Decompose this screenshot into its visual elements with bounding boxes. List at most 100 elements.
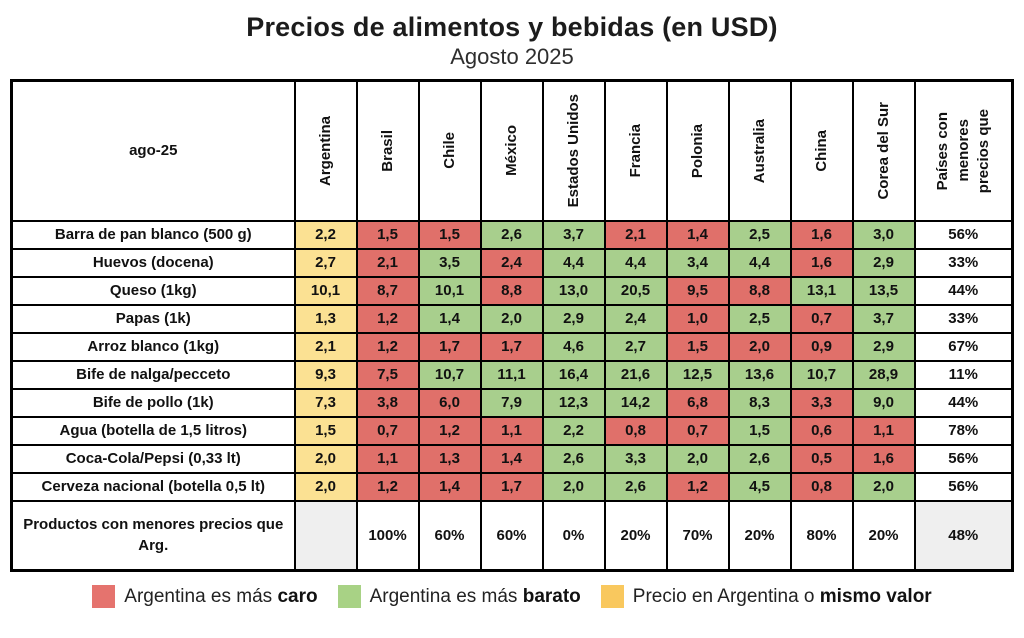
legend-item-caro: Argentina es más caro [92, 585, 318, 608]
legend-label-barato-text: Argentina es más [369, 585, 523, 607]
footer-pct-cell: 70% [665, 499, 730, 572]
price-cell: 13,6 [727, 359, 792, 390]
legend-label-mismo-valor-text: Precio en Argentina o [632, 585, 820, 607]
price-cell: 12,3 [541, 387, 606, 418]
price-cell: 2,9 [851, 331, 916, 362]
price-cell: 2,1 [603, 219, 668, 250]
price-cell: 1,4 [417, 471, 482, 502]
price-cell: 1,2 [665, 471, 730, 502]
legend-label-barato: Argentina es más barato [370, 586, 581, 608]
price-cell: 9,3 [293, 359, 358, 390]
country-header-wrap: Australia [731, 84, 789, 218]
footer-pct-cell: 80% [789, 499, 854, 572]
price-cell: 10,7 [417, 359, 482, 390]
row-label: Bife de nalga/pecceto [10, 359, 296, 390]
price-cell: 2,2 [293, 219, 358, 250]
chart-subtitle: Agosto 2025 [450, 44, 574, 69]
pct-cell: 56% [913, 443, 1014, 474]
price-cell: 8,7 [355, 275, 420, 306]
price-cell: 3,3 [789, 387, 854, 418]
country-header-label: Francia [626, 124, 644, 178]
country-header-label: Polonia [688, 123, 706, 178]
price-cell: 0,8 [603, 415, 668, 446]
price-cell: 1,2 [355, 303, 420, 334]
price-cell: 0,7 [355, 415, 420, 446]
price-cell: 1,5 [417, 219, 482, 250]
price-cell: 8,8 [727, 275, 792, 306]
country-header-wrap: Chile [421, 84, 479, 218]
chart-title: Precios de alimentos y bebidas (en USD) [246, 12, 778, 42]
price-cell: 2,4 [603, 303, 668, 334]
pct-cell: 67% [913, 331, 1014, 362]
table-row: Huevos (docena) 2,7 2,1 3,5 2,4 4,4 4,4 3,4 4,4 1… [10, 247, 1014, 278]
country-header-wrap: China [793, 84, 851, 218]
price-cell: 0,8 [789, 471, 854, 502]
price-cell: 1,1 [479, 415, 544, 446]
row-label: Huevos (docena) [10, 247, 296, 278]
price-cell: 8,8 [479, 275, 544, 306]
price-cell: 1,0 [665, 303, 730, 334]
price-cell: 14,2 [603, 387, 668, 418]
country-header: México [479, 79, 544, 222]
price-cell: 2,0 [727, 331, 792, 362]
row-label: Queso (1kg) [10, 275, 296, 306]
country-header: Australia [727, 79, 792, 222]
legend-label-mismo-valor-bold: mismo valor [819, 585, 932, 607]
price-cell: 2,5 [727, 303, 792, 334]
row-label: Bife de pollo (1k) [10, 387, 296, 418]
pct-cell: 78% [913, 415, 1014, 446]
price-cell: 1,4 [417, 303, 482, 334]
pct-cell: 44% [913, 387, 1014, 418]
price-cell: 1,5 [293, 415, 358, 446]
pct-cell: 33% [913, 247, 1014, 278]
legend-label-caro-bold: caro [277, 585, 318, 607]
price-cell: 2,5 [727, 219, 792, 250]
price-cell: 3,3 [603, 443, 668, 474]
price-cell: 7,5 [355, 359, 420, 390]
country-header: China [789, 79, 854, 222]
price-cell: 2,2 [541, 415, 606, 446]
table-row: Bife de nalga/pecceto 9,3 7,5 10,7 11,1 16,4 2… [10, 359, 1014, 390]
country-header: Estados Unidos [541, 79, 606, 222]
price-cell: 6,0 [417, 387, 482, 418]
price-cell: 2,0 [479, 303, 544, 334]
price-cell: 3,5 [417, 247, 482, 278]
footer-pct-cell: 60% [417, 499, 482, 572]
legend-label-caro: Argentina es más caro [124, 586, 317, 608]
table-row: Arroz blanco (1kg) 2,1 1,2 1,7 1,7 4,6 2,7 1,5 2… [10, 331, 1014, 362]
price-cell: 1,6 [851, 443, 916, 474]
lower-prices-header-wrap: Países con menores precios que [917, 84, 1011, 218]
price-cell: 2,1 [355, 247, 420, 278]
country-header-label: Corea del Sur [874, 101, 892, 200]
price-cell: 2,9 [851, 247, 916, 278]
price-cell: 2,6 [727, 443, 792, 474]
country-header-label: Brasil [378, 129, 396, 172]
footer-row: Productos con menores precios que Arg. 10… [10, 499, 1014, 572]
lower-prices-header-line: precios que [974, 108, 992, 193]
price-cell: 2,7 [603, 331, 668, 362]
country-header-wrap: Polonia [669, 84, 727, 218]
price-cell: 1,7 [479, 331, 544, 362]
legend: Argentina es más caro Argentina es más b… [0, 585, 1024, 608]
price-cell: 20,5 [603, 275, 668, 306]
legend-label-barato-bold: barato [522, 585, 581, 607]
price-cell: 4,6 [541, 331, 606, 362]
price-cell: 2,0 [665, 443, 730, 474]
footer-pct-cell: 20% [727, 499, 792, 572]
price-cell: 2,0 [293, 471, 358, 502]
price-table: ago-25 Argentina Brasil Chile México Estados… [10, 79, 1014, 572]
price-cell: 2,4 [479, 247, 544, 278]
country-header-label: China [812, 129, 830, 172]
table-row: Bife de pollo (1k) 7,3 3,8 6,0 7,9 12,3 14,2 6,… [10, 387, 1014, 418]
country-header-label: México [502, 125, 520, 177]
price-cell: 13,0 [541, 275, 606, 306]
price-cell: 1,4 [479, 443, 544, 474]
price-cell: 4,5 [727, 471, 792, 502]
price-cell: 1,7 [479, 471, 544, 502]
price-cell: 12,5 [665, 359, 730, 390]
country-header-wrap: Argentina [297, 84, 355, 218]
lower-prices-header: Países con menores precios que [913, 79, 1014, 222]
table-row: Queso (1kg) 10,1 8,7 10,1 8,8 13,0 20,5 9,5 8,8 1… [10, 275, 1014, 306]
price-cell: 0,9 [789, 331, 854, 362]
